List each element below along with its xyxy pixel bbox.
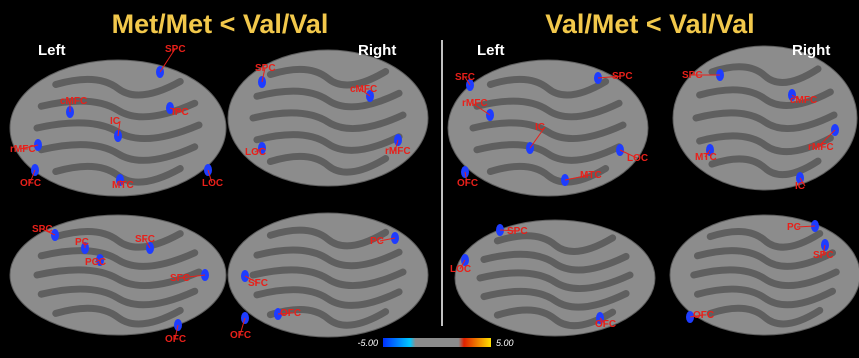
region-label: SPC <box>255 63 276 74</box>
region-label: PC <box>75 237 89 248</box>
region-label: rMFC <box>808 142 834 153</box>
colorbar <box>383 338 491 347</box>
region-label: cMFC <box>60 96 87 107</box>
brain-view <box>673 46 857 190</box>
region-label: cMFC <box>350 84 377 95</box>
region-label: MTC <box>695 152 717 163</box>
region-label: LOC <box>245 147 266 158</box>
region-label: OFC <box>20 178 41 189</box>
brain-view <box>228 213 428 337</box>
colorbar-min: -5.00 <box>357 338 378 348</box>
region-label: SFC <box>135 234 155 245</box>
region-label: OFC <box>457 178 478 189</box>
region-label: SPC <box>612 71 633 82</box>
region-label: SPC <box>813 250 834 261</box>
region-label: SPC <box>32 224 53 235</box>
region-label: PCC <box>85 257 106 268</box>
hemisphere-label: Left <box>38 42 66 59</box>
region-label: LOC <box>450 264 471 275</box>
hemisphere-label: Right <box>792 42 830 59</box>
panel-title: Met/Met < Val/Val <box>112 9 329 39</box>
region-label: rMFC <box>385 146 411 157</box>
region-label: cMFC <box>790 95 817 106</box>
region-label: OFC <box>165 334 186 345</box>
region-label: PC <box>370 236 384 247</box>
region-label: IC <box>795 181 805 192</box>
region-label: MTC <box>580 170 602 181</box>
region-label: MTC <box>112 180 134 191</box>
region-label: SPC <box>165 44 186 55</box>
hemisphere-label: Left <box>477 42 505 59</box>
figure: Met/Met < Val/Val Val/Met < Val/Val Left… <box>0 0 859 358</box>
region-label: rMFC <box>462 98 488 109</box>
region-label: SPC <box>507 226 528 237</box>
hemisphere-label: Right <box>358 42 396 59</box>
region-label: LOC <box>627 153 648 164</box>
region-label: SFC <box>455 72 475 83</box>
region-label: IC <box>110 116 120 127</box>
panel-title: Val/Met < Val/Val <box>545 9 754 39</box>
region-label: rMFC <box>10 144 36 155</box>
brain-view <box>455 220 655 336</box>
region-label: LOC <box>202 178 223 189</box>
region-label: SFC <box>248 278 268 289</box>
region-label: OFC <box>595 319 616 330</box>
region-label: OFC <box>230 330 251 341</box>
region-label: OFC <box>280 308 301 319</box>
region-label: IC <box>535 122 545 133</box>
region-label: SFC <box>170 273 190 284</box>
region-label: OFC <box>693 310 714 321</box>
region-label: PC <box>787 222 801 233</box>
region-label: IPC <box>172 107 189 118</box>
region-label: SPC <box>682 70 703 81</box>
colorbar-max: 5.00 <box>496 338 514 348</box>
